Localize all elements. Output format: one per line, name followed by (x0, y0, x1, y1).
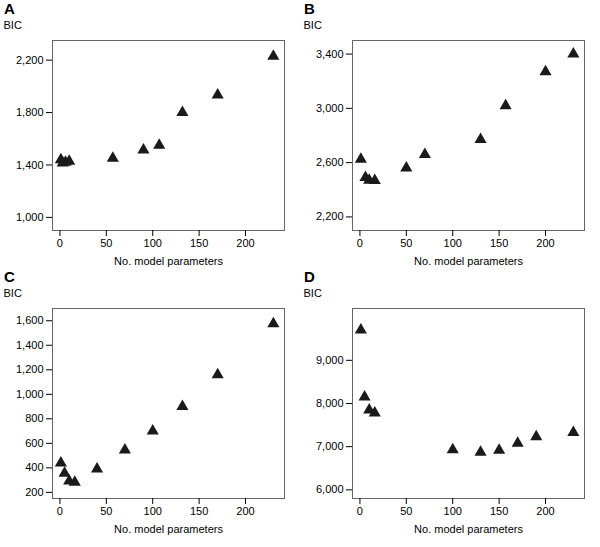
svg-text:150: 150 (490, 237, 508, 249)
svg-text:No. model parameters: No. model parameters (114, 255, 223, 267)
svg-text:100: 100 (444, 505, 462, 517)
svg-text:200: 200 (536, 505, 554, 517)
svg-text:1,400: 1,400 (16, 159, 44, 171)
svg-text:0: 0 (57, 505, 63, 517)
svg-text:1,200: 1,200 (16, 363, 44, 375)
svg-text:1,400: 1,400 (16, 339, 44, 351)
html-text:A: A (4, 0, 15, 17)
svg-text:200: 200 (236, 505, 254, 517)
html-text:D: D (304, 268, 315, 285)
svg-text:No. model parameters: No. model parameters (114, 523, 223, 535)
svg-text:150: 150 (190, 237, 208, 249)
svg-text:150: 150 (190, 505, 208, 517)
svg-text:3,400: 3,400 (316, 48, 344, 60)
svg-text:BIC: BIC (304, 19, 322, 31)
svg-text:BIC: BIC (4, 19, 22, 31)
svg-text:200: 200 (236, 237, 254, 249)
svg-text:BIC: BIC (4, 287, 22, 299)
html-text:C: C (4, 268, 15, 285)
svg-text:800: 800 (25, 412, 43, 424)
svg-text:6,000: 6,000 (316, 483, 344, 495)
svg-text:9,000: 9,000 (316, 354, 344, 366)
svg-text:7,000: 7,000 (316, 440, 344, 452)
svg-text:400: 400 (25, 461, 43, 473)
svg-text:200: 200 (25, 486, 43, 498)
svg-text:3,000: 3,000 (316, 102, 344, 114)
svg-text:50: 50 (400, 505, 412, 517)
svg-text:50: 50 (100, 505, 112, 517)
html-text:B: B (304, 0, 315, 17)
svg-text:0: 0 (357, 237, 363, 249)
svg-text:100: 100 (144, 237, 162, 249)
svg-text:100: 100 (144, 505, 162, 517)
svg-text:1,000: 1,000 (16, 211, 44, 223)
svg-text:1,800: 1,800 (16, 106, 44, 118)
svg-text:2,200: 2,200 (316, 210, 344, 222)
svg-text:600: 600 (25, 437, 43, 449)
svg-text:50: 50 (100, 237, 112, 249)
svg-text:0: 0 (57, 237, 63, 249)
svg-text:BIC: BIC (304, 287, 322, 299)
svg-text:No. model parameters: No. model parameters (414, 255, 523, 267)
svg-text:1,000: 1,000 (16, 388, 44, 400)
svg-text:8,000: 8,000 (316, 397, 344, 409)
svg-text:2,600: 2,600 (316, 156, 344, 168)
svg-text:1,600: 1,600 (16, 314, 44, 326)
svg-text:50: 50 (400, 237, 412, 249)
svg-text:0: 0 (357, 505, 363, 517)
svg-text:2,200: 2,200 (16, 54, 44, 66)
svg-text:200: 200 (536, 237, 554, 249)
svg-text:No. model parameters: No. model parameters (414, 523, 523, 535)
svg-text:150: 150 (490, 505, 508, 517)
svg-text:100: 100 (444, 237, 462, 249)
